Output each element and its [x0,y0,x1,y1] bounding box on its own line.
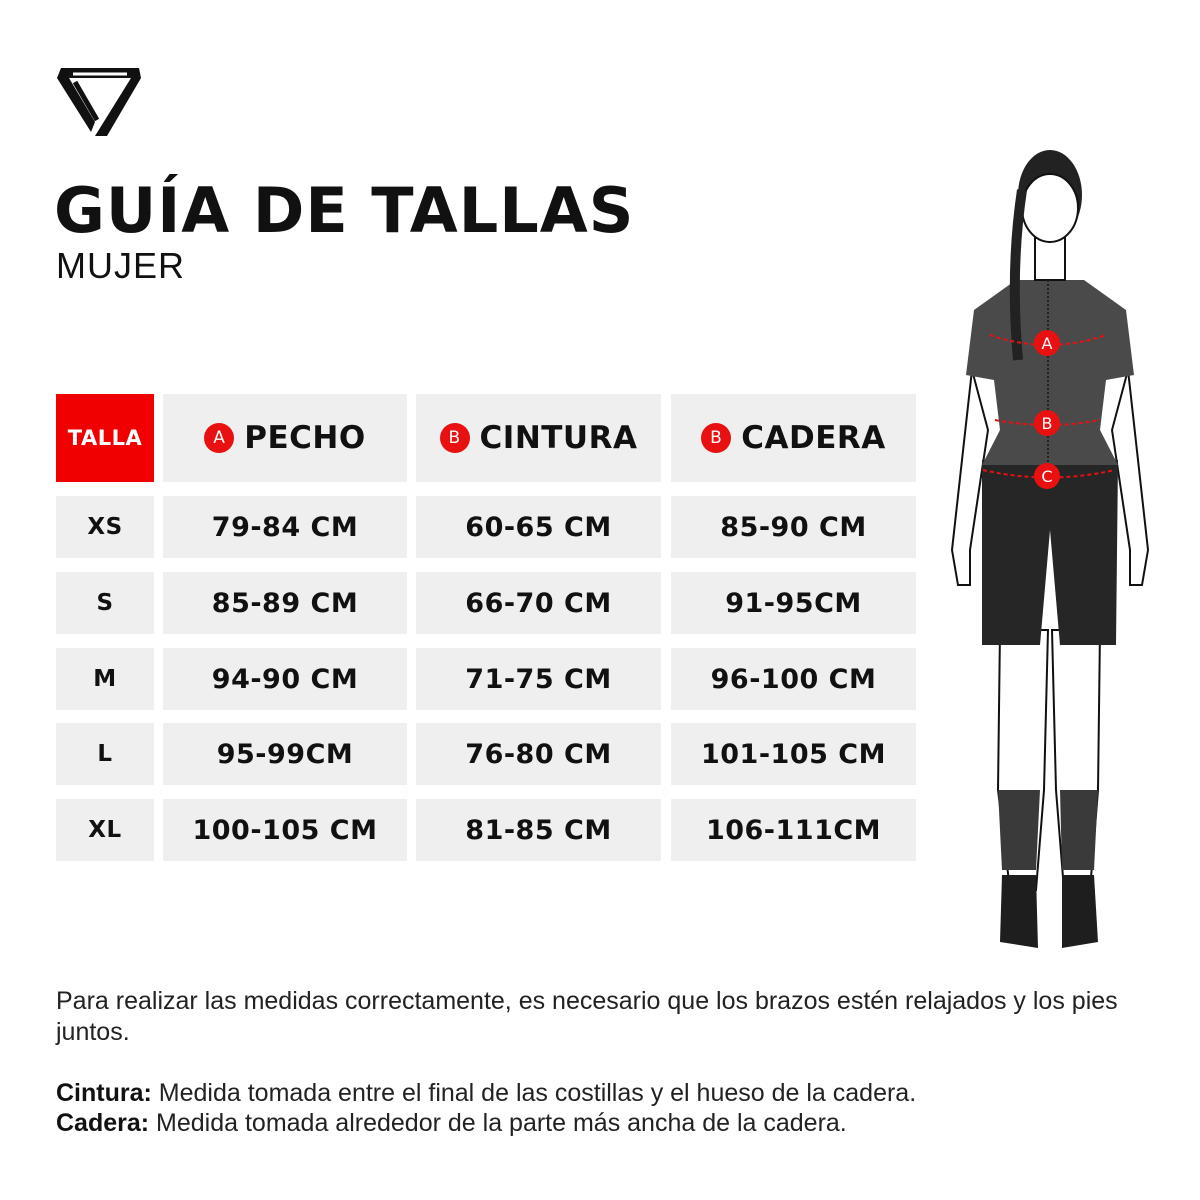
header-cadera: B CADERA [671,394,916,482]
cell-pecho: 100-105 CM [163,799,407,861]
cell-cadera: 101-105 CM [671,723,916,785]
page-subtitle: MUJER [56,245,185,286]
cell-cadera: 106-111CM [671,799,916,861]
cell-size: L [56,723,154,785]
definition-cintura: Cintura: Medida tomada entre el final de… [56,1078,916,1108]
svg-text:B: B [1042,414,1053,433]
cell-cintura: 71-75 CM [416,648,661,710]
cell-pecho: 85-89 CM [163,572,407,634]
svg-text:C: C [1041,467,1052,486]
definition-cadera: Cadera: Medida tomada alrededor de la pa… [56,1108,847,1138]
header-label: TALLA [67,426,143,450]
cell-cadera: 96-100 CM [671,648,916,710]
header-cintura: B CINTURA [416,394,661,482]
definition-text: Medida tomada entre el final de las cost… [151,1079,917,1107]
brand-logo [57,68,141,136]
marker-b-icon: B [439,423,470,453]
cell-cintura: 60-65 CM [416,496,661,558]
cell-pecho: 94-90 CM [163,648,407,710]
cell-size: M [56,648,154,710]
cell-cintura: 66-70 CM [416,572,661,634]
definition-term: Cadera: [56,1109,150,1137]
cell-cadera: 85-90 CM [671,496,916,558]
header-label: CADERA [741,420,886,456]
marker-b-icon: B [1034,410,1060,436]
header-label: CINTURA [479,420,638,456]
definition-text: Medida tomada alrededor de la parte más … [149,1109,847,1137]
svg-text:A: A [1042,334,1053,353]
header-label: PECHO [244,420,366,456]
cell-cadera: 91-95CM [671,572,916,634]
header-pecho: A PECHO [163,394,407,482]
marker-b-icon: B [701,423,732,453]
cell-cintura: 81-85 CM [416,799,661,861]
cell-pecho: 95-99CM [163,723,407,785]
cell-size: XS [56,496,154,558]
cell-pecho: 79-84 CM [163,496,407,558]
cell-size: S [56,572,154,634]
page-title: GUÍA DE TALLAS [54,174,635,247]
marker-c-icon: C [1034,463,1060,489]
marker-a-icon: A [204,423,235,453]
body-measurement-figure: A B C [950,150,1150,948]
cell-size: XL [56,799,154,861]
cell-cintura: 76-80 CM [416,723,661,785]
definition-term: Cintura: [56,1079,152,1107]
marker-a-icon: A [1034,330,1060,356]
header-talla: TALLA [56,394,154,482]
measurement-instruction: Para realizar las medidas correctamente,… [56,987,1118,1046]
